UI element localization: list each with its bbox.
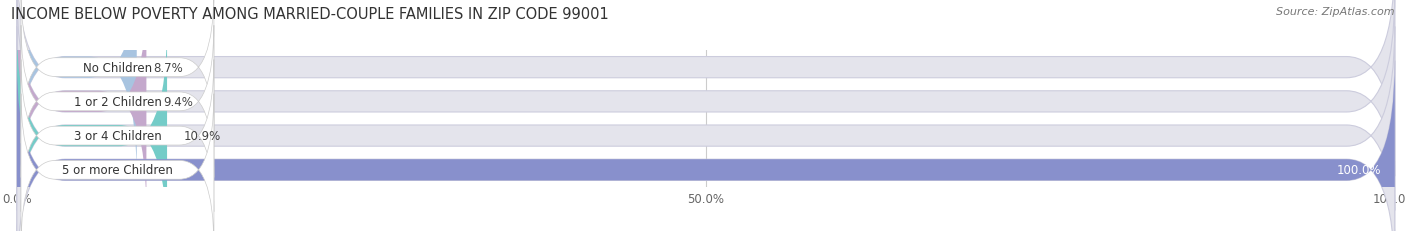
Text: 5 or more Children: 5 or more Children bbox=[62, 164, 173, 176]
FancyBboxPatch shape bbox=[17, 61, 1395, 231]
FancyBboxPatch shape bbox=[21, 60, 214, 212]
Text: Source: ZipAtlas.com: Source: ZipAtlas.com bbox=[1277, 7, 1395, 17]
FancyBboxPatch shape bbox=[17, 0, 1395, 176]
FancyBboxPatch shape bbox=[17, 0, 136, 176]
Text: 9.4%: 9.4% bbox=[163, 95, 193, 108]
FancyBboxPatch shape bbox=[21, 26, 214, 178]
Text: 3 or 4 Children: 3 or 4 Children bbox=[73, 130, 162, 143]
FancyBboxPatch shape bbox=[17, 0, 1395, 211]
FancyBboxPatch shape bbox=[17, 27, 1395, 231]
FancyBboxPatch shape bbox=[21, 94, 214, 231]
Text: No Children: No Children bbox=[83, 61, 152, 74]
Text: INCOME BELOW POVERTY AMONG MARRIED-COUPLE FAMILIES IN ZIP CODE 99001: INCOME BELOW POVERTY AMONG MARRIED-COUPL… bbox=[11, 7, 609, 22]
FancyBboxPatch shape bbox=[21, 0, 214, 144]
FancyBboxPatch shape bbox=[17, 0, 146, 211]
Text: 1 or 2 Children: 1 or 2 Children bbox=[73, 95, 162, 108]
FancyBboxPatch shape bbox=[17, 61, 1395, 231]
Text: 100.0%: 100.0% bbox=[1337, 164, 1381, 176]
Text: 10.9%: 10.9% bbox=[184, 130, 221, 143]
FancyBboxPatch shape bbox=[17, 27, 167, 231]
Text: 8.7%: 8.7% bbox=[153, 61, 183, 74]
